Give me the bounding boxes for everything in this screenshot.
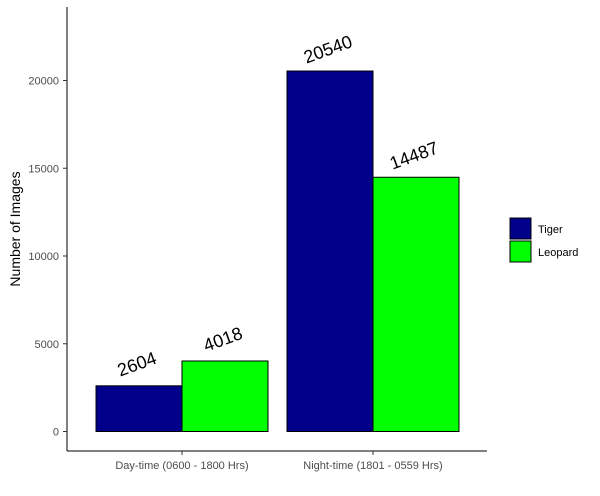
data-label: 14487 — [387, 138, 441, 174]
x-tick-label: Night-time (1801 - 0559 Hrs) — [303, 460, 442, 472]
data-label: 4018 — [201, 323, 245, 355]
legend-label-leopard: Leopard — [538, 247, 578, 259]
data-label: 20540 — [301, 31, 355, 67]
y-tick-label: 20000 — [28, 76, 59, 88]
x-tick-label: Day-time (0600 - 1800 Hrs) — [115, 460, 248, 472]
data-label: 2604 — [115, 348, 159, 380]
y-tick-label: 0 — [53, 427, 59, 439]
bars-layer — [95, 70, 460, 433]
bar-tiger-night — [286, 70, 374, 432]
bar-leopard-night — [372, 176, 460, 432]
legend-swatch-leopard — [509, 240, 532, 263]
y-tick-label: 5000 — [35, 339, 59, 351]
y-axis-ticks: 0 5000 10000 15000 20000 — [28, 76, 67, 439]
x-axis-ticks: Day-time (0600 - 1800 Hrs) Night-time (18… — [115, 451, 443, 472]
legend-swatch-tiger — [509, 217, 532, 240]
bar-tiger-day — [95, 385, 183, 433]
y-axis-title: Number of Images — [7, 171, 23, 286]
legend: Tiger Leopard — [509, 217, 578, 263]
bar-leopard-day — [181, 360, 269, 432]
legend-label-tiger: Tiger — [538, 224, 563, 236]
y-tick-label: 15000 — [28, 163, 59, 175]
y-tick-label: 10000 — [28, 251, 59, 263]
